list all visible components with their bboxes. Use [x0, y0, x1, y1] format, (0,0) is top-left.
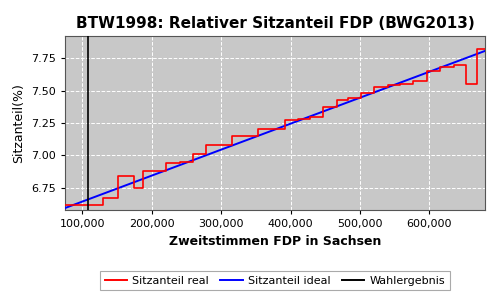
Legend: Sitzanteil real, Sitzanteil ideal, Wahlergebnis: Sitzanteil real, Sitzanteil ideal, Wahle… — [100, 271, 450, 290]
Title: BTW1998: Relativer Sitzanteil FDP (BWG2013): BTW1998: Relativer Sitzanteil FDP (BWG20… — [76, 16, 474, 31]
Y-axis label: Sitzanteil(%): Sitzanteil(%) — [12, 83, 26, 163]
X-axis label: Zweitstimmen FDP in Sachsen: Zweitstimmen FDP in Sachsen — [169, 235, 381, 248]
